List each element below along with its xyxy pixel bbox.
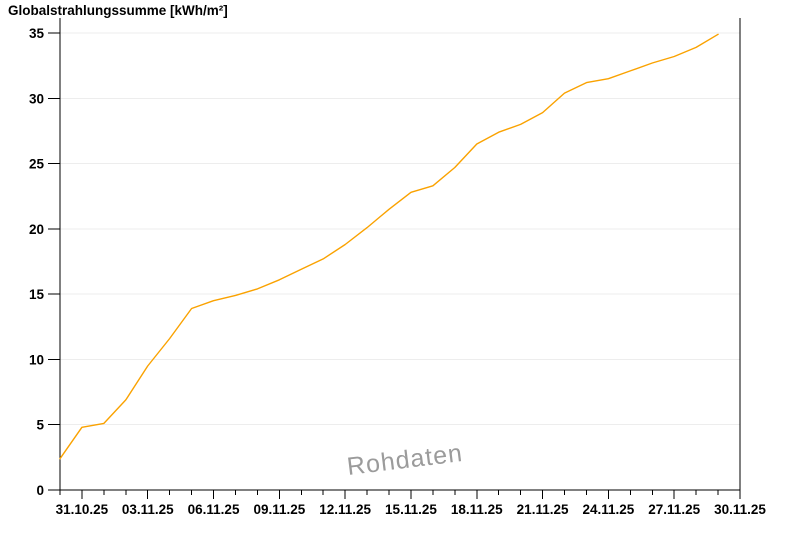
x-tick-label-15.11.25: 15.11.25 <box>385 502 437 517</box>
x-tick-label-27.11.25: 27.11.25 <box>648 502 700 517</box>
x-tick-label-09.11.25: 09.11.25 <box>253 502 305 517</box>
x-tick-label-31.10.25: 31.10.25 <box>56 502 109 517</box>
y-tick-label-25: 25 <box>29 157 45 172</box>
y-tick-label-30: 30 <box>29 91 44 106</box>
x-tick-label-21.11.25: 21.11.25 <box>517 502 569 517</box>
y-tick-label-15: 15 <box>29 287 45 302</box>
y-tick-label-10: 10 <box>29 352 44 367</box>
x-tick-label-30.11.25: 30.11.25 <box>714 502 766 517</box>
x-tick-label-18.11.25: 18.11.25 <box>451 502 503 517</box>
data-line-globalstrahlung <box>59 33 719 460</box>
x-tick-label-12.11.25: 12.11.25 <box>319 502 371 517</box>
y-tick-label-35: 35 <box>29 26 45 41</box>
chart-title: Globalstrahlungssumme [kWh/m²] <box>8 3 228 18</box>
y-tick-label-0: 0 <box>36 483 44 498</box>
x-tick-label-06.11.25: 06.11.25 <box>188 502 240 517</box>
y-tick-label-20: 20 <box>29 222 44 237</box>
x-tick-label-24.11.25: 24.11.25 <box>582 502 634 517</box>
x-tick-label-03.11.25: 03.11.25 <box>122 502 174 517</box>
y-tick-label-5: 5 <box>36 418 44 433</box>
